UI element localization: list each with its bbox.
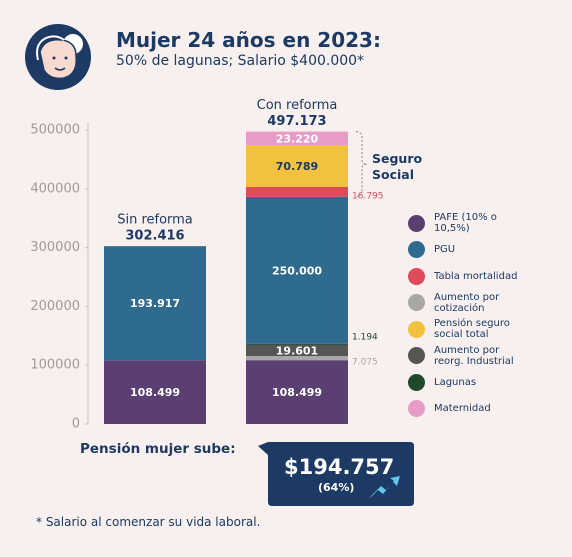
legend-label: Maternidad [434, 403, 491, 414]
legend-swatch [408, 294, 425, 311]
bar-segment [246, 145, 348, 187]
value-label: 70.789 [276, 160, 318, 173]
legend-item: Lagunas [408, 369, 568, 395]
category-label: Con reforma [257, 98, 338, 113]
legend-label: Tabla mortalidad [434, 270, 518, 282]
bar-segment [246, 343, 348, 345]
value-label: 23.220 [276, 132, 319, 145]
value-label: 19.601 [276, 344, 318, 357]
subtitle: 50% de lagunas; Salario $400.000* [116, 53, 365, 69]
callout-label: Pensión mujer sube: [80, 441, 236, 457]
legend-swatch [408, 267, 425, 285]
bar-segment [246, 356, 348, 361]
legend-label: Pensión seguro social total [434, 318, 510, 340]
avatar-icon [25, 24, 91, 90]
value-label: 16.795 [352, 191, 384, 201]
legend-item: Tabla mortalidad [408, 263, 568, 289]
legend-swatch [408, 241, 425, 258]
legend-swatch [408, 400, 425, 417]
callout-box [258, 442, 414, 506]
y-tick-label: 0 [72, 417, 80, 432]
y-tick-label: 400000 [30, 181, 80, 196]
legend-label: PGU [434, 244, 456, 255]
bracket-annotation: Seguro Social [372, 151, 423, 182]
bar-segment [104, 360, 206, 424]
legend-item: Aumento por cotización [408, 290, 568, 316]
bar-segment [246, 344, 348, 357]
category-label: Sin reforma [117, 213, 193, 228]
legend-item: Aumento por reorg. Industrial [408, 343, 568, 369]
callout-amount: $194.757 [284, 455, 395, 479]
total-label: 497.173 [267, 114, 326, 129]
bar-segment [246, 186, 348, 197]
legend: PAFE (10% o 10,5%) PGU Tabla mortalidad Aum… [408, 210, 568, 422]
value-label: 7.075 [352, 358, 378, 368]
value-label: 1.194 [352, 333, 378, 343]
value-label: 108.499 [272, 386, 322, 399]
legend-swatch [408, 320, 425, 338]
bar-segment [246, 131, 348, 146]
callout-percent: (64%) [318, 481, 355, 494]
value-label: 193.917 [130, 297, 180, 310]
legend-item: Pensión seguro social total [408, 316, 568, 342]
value-label: 108.499 [130, 386, 180, 399]
y-tick-label: 300000 [30, 240, 80, 255]
legend-label: PAFE (10% o 10,5%) [434, 212, 497, 234]
legend-label: Lagunas [434, 376, 477, 388]
legend-item: Maternidad [408, 396, 568, 422]
legend-label: Aumento por cotización [434, 291, 500, 314]
footnote: * Salario al comenzar su vida laboral. [36, 515, 261, 529]
y-tick-label: 100000 [30, 358, 80, 373]
total-label: 302.416 [125, 229, 184, 244]
bar-segment [104, 246, 206, 361]
value-label: 250.000 [272, 264, 322, 277]
legend-label: Aumento por reorg. Industrial [434, 344, 514, 367]
y-tick-label: 500000 [30, 123, 80, 138]
title: Mujer 24 años en 2023: [116, 28, 381, 52]
legend-item: PGU [408, 237, 568, 263]
bracket [355, 131, 368, 198]
bar-segment [246, 360, 348, 424]
legend-swatch [408, 373, 425, 391]
legend-swatch [408, 347, 425, 364]
legend-swatch [408, 214, 425, 232]
y-tick-label: 200000 [30, 299, 80, 314]
bar-segment [246, 196, 348, 344]
legend-item: PAFE (10% o 10,5%) [408, 210, 568, 236]
